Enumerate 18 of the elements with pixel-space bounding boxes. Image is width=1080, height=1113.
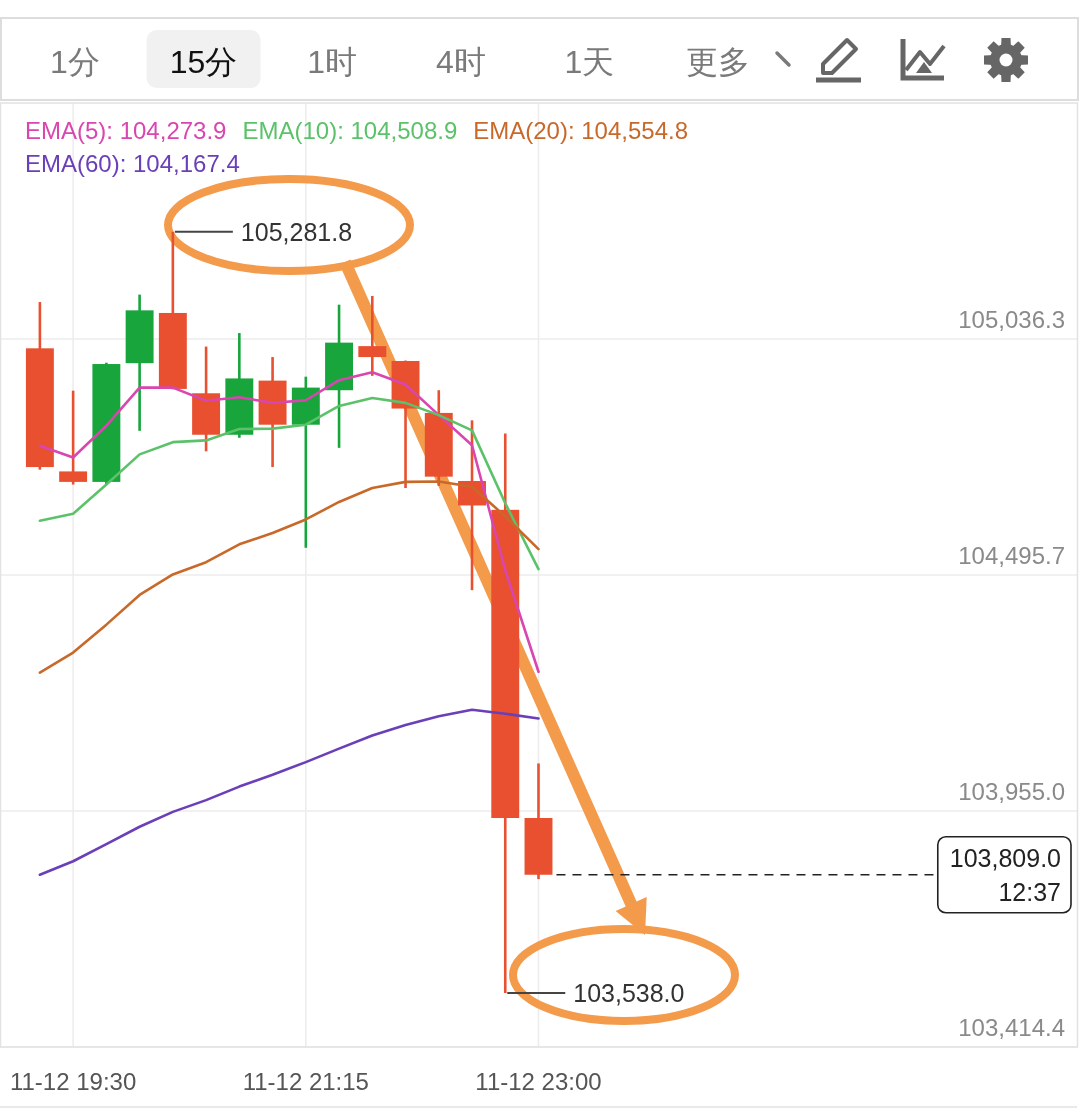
text: 1时 <box>307 44 358 80</box>
x-tick-label: 11-12 19:30 <box>9 1068 137 1095</box>
y-tick-label: 103,414.4 <box>958 1014 1065 1041</box>
annotation: 105,281.8 <box>240 217 353 246</box>
text: 更多 <box>686 44 750 80</box>
text: 15分 <box>169 44 238 80</box>
text: 1天 <box>564 44 615 80</box>
x-tick-label: 11-12 21:15 <box>242 1068 369 1095</box>
annotation: 103,538.0 <box>573 979 685 1008</box>
x-tick-label: 11-12 23:00 <box>475 1068 602 1095</box>
ref-label: 103,809.0 12:37 <box>937 835 1072 914</box>
y-tick-label: 105,036.3 <box>958 306 1065 334</box>
text: 1分 <box>50 44 100 80</box>
text: 4时 <box>435 44 486 80</box>
ref-line-label: 103,809.0 12:37 <box>949 843 1061 906</box>
y-tick-label: 103,955.0 <box>958 778 1065 806</box>
y-tick-label: 104,495.7 <box>958 542 1065 569</box>
legend: EMA(5): 104,273.9 EMA(10): 104,508.9 EMA(20): 104,554.8 EMA(60): 104,167.4 <box>25 116 689 177</box>
